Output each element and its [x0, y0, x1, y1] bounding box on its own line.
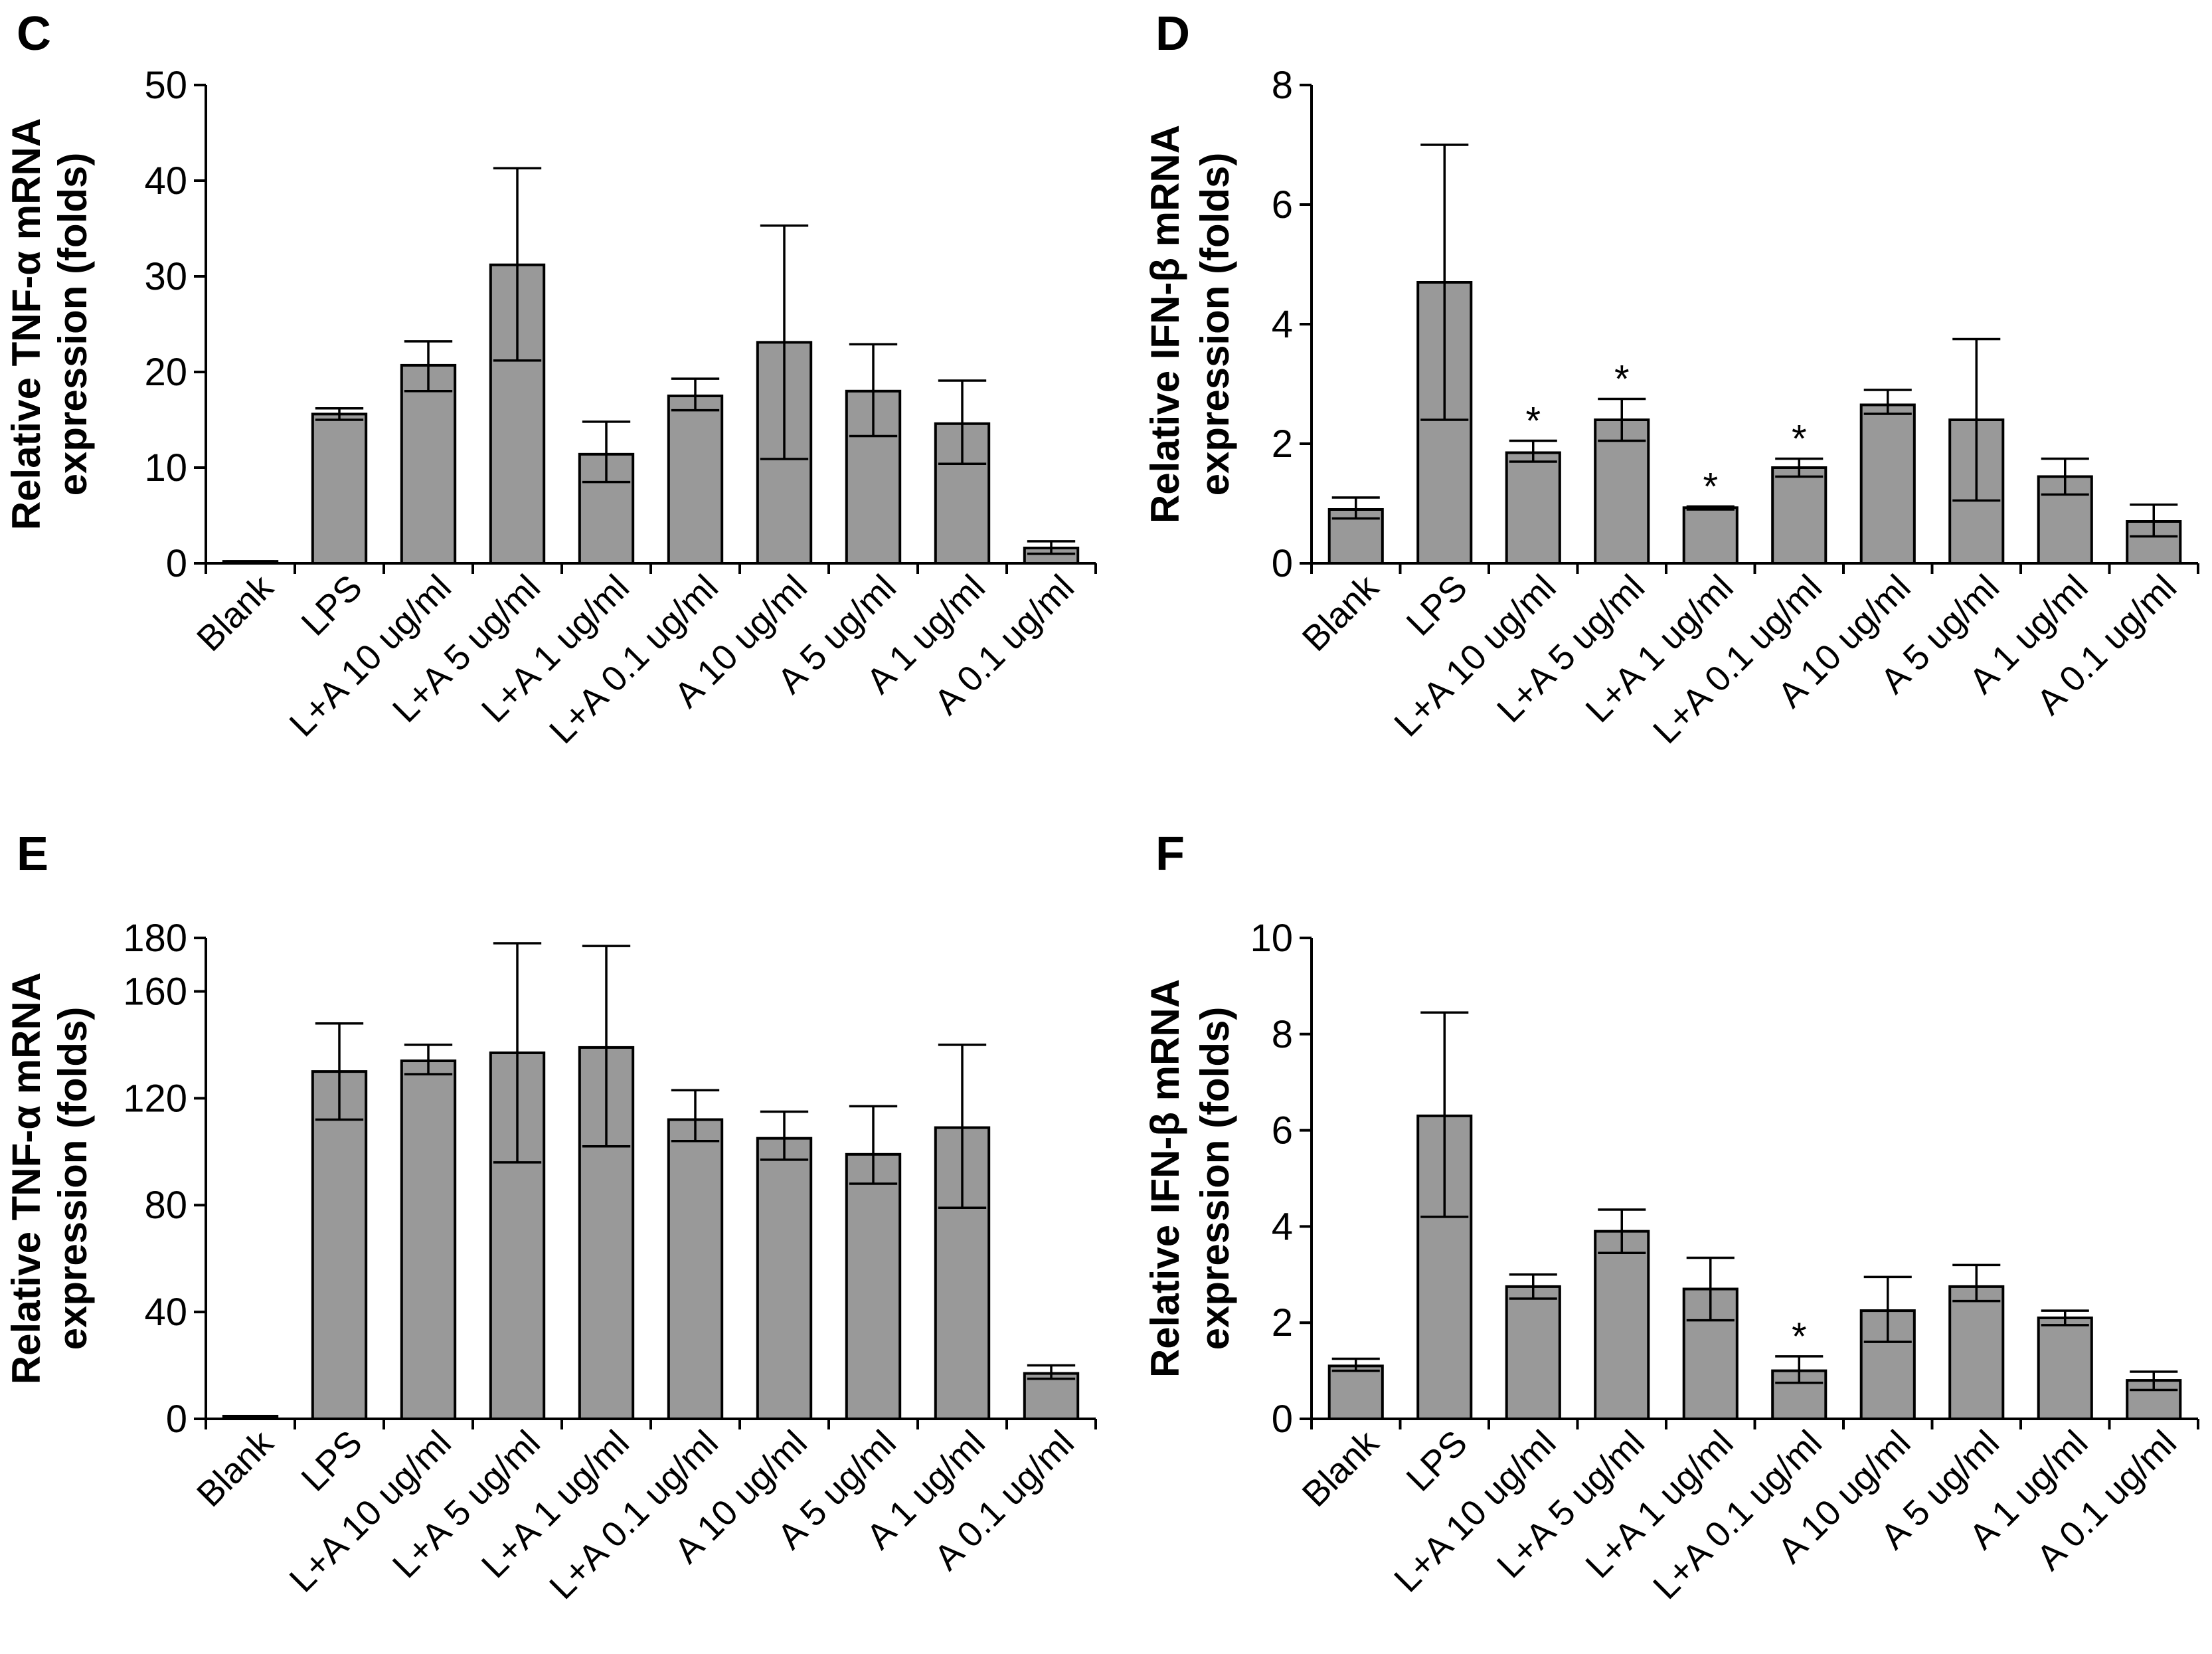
- bar: [2037, 1316, 2093, 1420]
- y-tick-label: 8: [1272, 1013, 1293, 1056]
- y-tick-label: 2: [1272, 422, 1293, 466]
- bar: [1682, 506, 1739, 565]
- y-tick-label: 120: [123, 1077, 187, 1120]
- bar: [311, 1070, 368, 1420]
- y-tick-label: 4: [1272, 1205, 1293, 1248]
- significance-star: *: [1525, 400, 1541, 443]
- y-tick-label: 180: [123, 917, 187, 960]
- y-axis-label: Relative IFN-β mRNA: [1143, 125, 1187, 523]
- y-tick-label: 0: [166, 1398, 187, 1441]
- y-tick-label: 6: [1272, 183, 1293, 227]
- bar: [1505, 451, 1561, 565]
- bar: [667, 1118, 724, 1420]
- bar: [2037, 475, 2093, 565]
- y-tick-label: 2: [1272, 1301, 1293, 1344]
- y-tick-label: 0: [1272, 542, 1293, 585]
- y-tick-label: 160: [123, 970, 187, 1013]
- y-tick-label: 20: [144, 351, 187, 394]
- bar: [1594, 1230, 1650, 1420]
- significance-star: *: [1792, 418, 1807, 461]
- y-tick-label: 30: [144, 255, 187, 298]
- y-tick-label: 40: [144, 159, 187, 203]
- y-axis-label: expression (folds): [50, 1007, 95, 1350]
- panel-letter: F: [1155, 828, 1185, 881]
- y-tick-label: 4: [1272, 303, 1293, 346]
- bar: [1859, 403, 1916, 565]
- chart-panel-c: C Relative TNF-α mRNA expression (folds) 0 1…: [4, 7, 1097, 751]
- bar: [400, 1059, 457, 1420]
- y-axis-label: Relative IFN-β mRNA: [1143, 979, 1187, 1378]
- bar: [1023, 1372, 1080, 1421]
- y-axis-label: expression (folds): [1193, 1007, 1237, 1350]
- bar: [667, 395, 724, 565]
- x-category-label: LPS: [1399, 567, 1476, 644]
- bar: [1771, 466, 1828, 565]
- bar: [311, 413, 368, 565]
- x-category-label: LPS: [294, 1423, 370, 1499]
- significance-star: *: [1792, 1315, 1807, 1358]
- y-tick-label: 40: [144, 1291, 187, 1334]
- y-tick-label: 0: [166, 542, 187, 585]
- y-tick-label: 80: [144, 1184, 187, 1227]
- x-category-label: Blank: [1295, 1422, 1387, 1515]
- y-axis-label: Relative TNF-α mRNA: [4, 972, 48, 1384]
- y-axis-label: expression (folds): [1193, 153, 1237, 496]
- bar: [1948, 1285, 2005, 1421]
- chart-panel-f: F Relative IFN-β mRNA expression (folds) 0 2…: [1143, 828, 2199, 1607]
- y-tick-label: 6: [1272, 1109, 1293, 1152]
- y-tick-label: 0: [1272, 1398, 1293, 1441]
- y-tick-label: 10: [144, 446, 187, 490]
- y-tick-label: 8: [1272, 64, 1293, 107]
- bar: [845, 1152, 902, 1421]
- chart-panel-d: D Relative IFN-β mRNA expression (folds) 0 2…: [1143, 7, 2199, 751]
- bar: [400, 363, 457, 565]
- x-category-label: Blank: [189, 567, 282, 659]
- significance-star: *: [1703, 466, 1718, 509]
- y-axis-label: Relative TNF-α mRNA: [4, 118, 48, 530]
- bar: [756, 1137, 813, 1420]
- y-axis-label: expression (folds): [50, 153, 95, 496]
- panel-letter: C: [17, 7, 51, 60]
- x-category-label: LPS: [294, 567, 370, 644]
- x-category-label: Blank: [1295, 567, 1387, 659]
- bar: [1505, 1285, 1561, 1421]
- y-tick-label: 10: [1250, 917, 1293, 960]
- bar: [1327, 1364, 1384, 1421]
- y-tick-label: 50: [144, 64, 187, 107]
- panel-letter: D: [1155, 7, 1190, 60]
- significance-star: *: [1614, 358, 1630, 401]
- x-category-label: Blank: [189, 1422, 282, 1515]
- x-category-label: LPS: [1399, 1423, 1476, 1499]
- panel-letter: E: [17, 828, 48, 881]
- chart-panel-e: E Relative TNF-α mRNA expression (folds) 0 4…: [4, 828, 1097, 1607]
